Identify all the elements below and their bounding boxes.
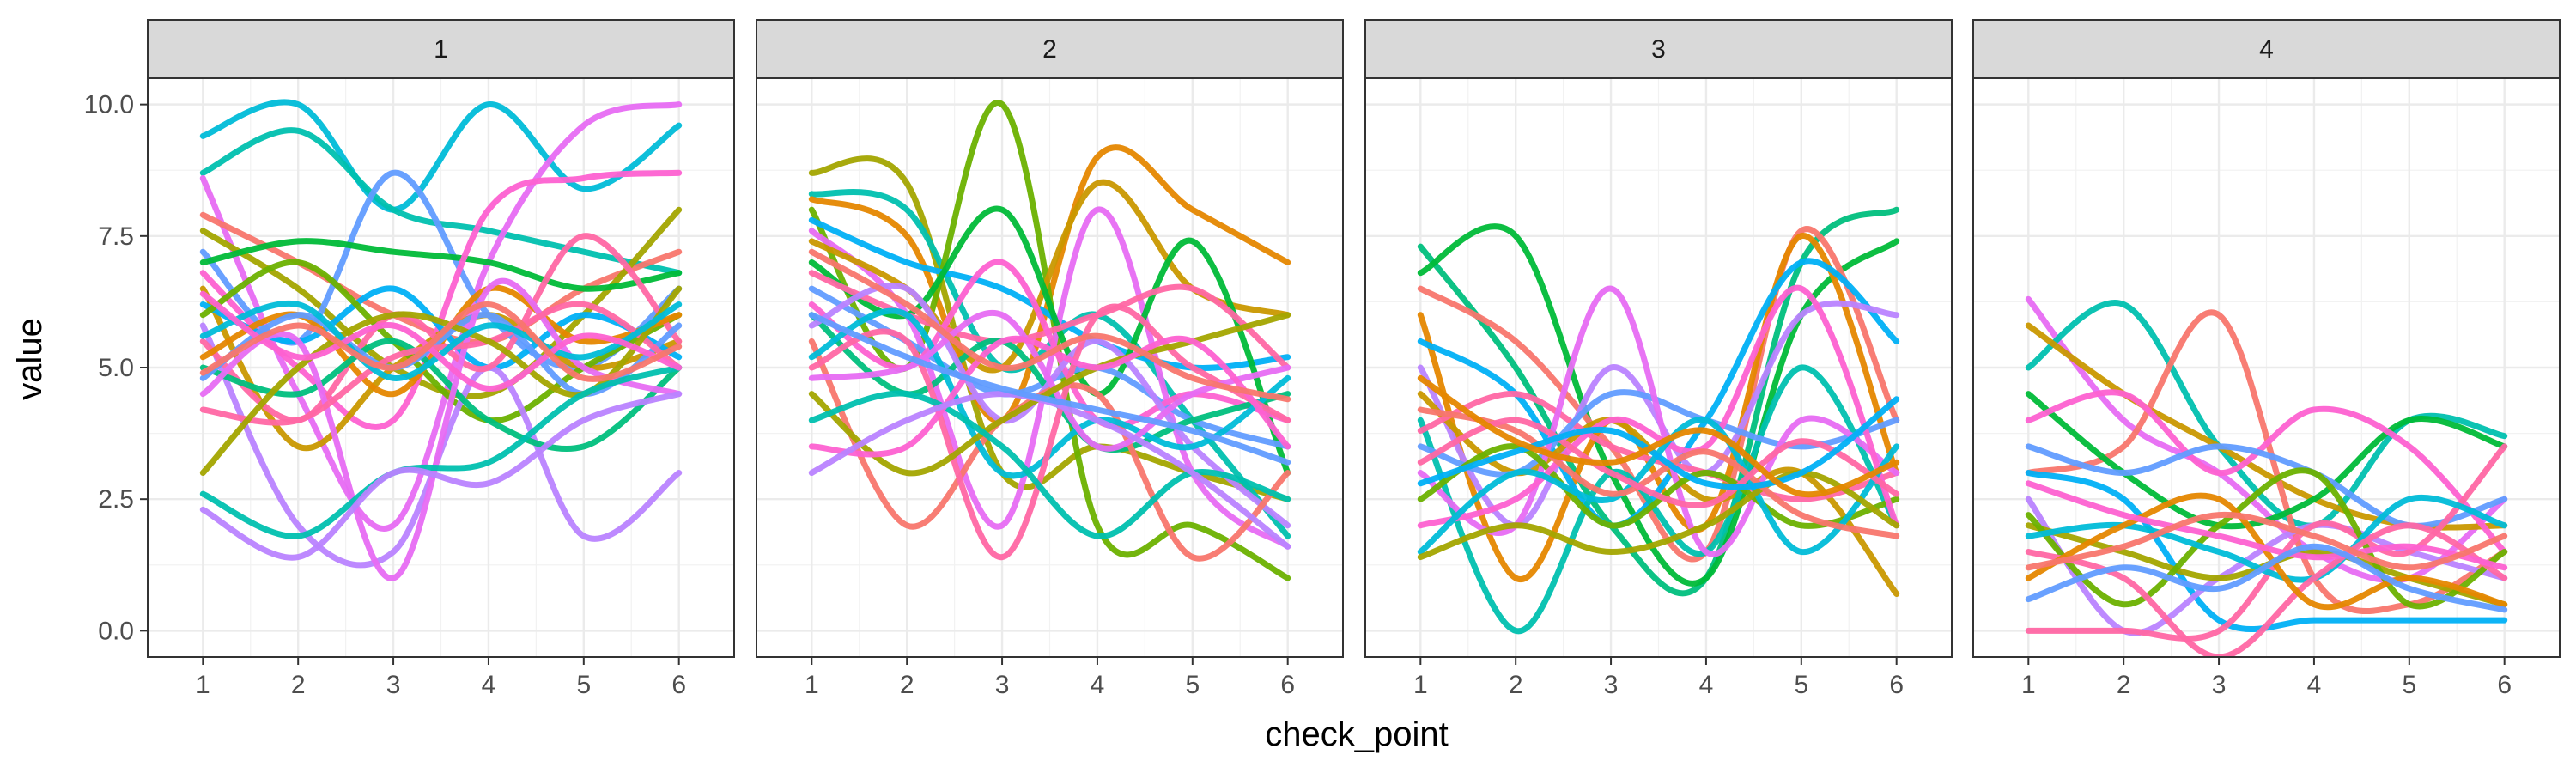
x-tick-label: 3: [1604, 671, 1619, 699]
x-tick-label: 5: [576, 671, 591, 699]
grid-lines: [1973, 78, 2560, 657]
facet-panel-3: 3 1 2 3 4 5 6: [1364, 19, 1953, 699]
x-tick-label: 1: [805, 671, 819, 699]
series-line-12: [2025, 467, 2508, 610]
x-tick-label: 1: [196, 671, 210, 699]
series-line-3: [1417, 226, 1900, 563]
x-axis-title: check_point: [1265, 715, 1448, 753]
series-line-19: [1417, 374, 1900, 498]
series-line-10: [199, 285, 683, 371]
series-line-8: [2025, 470, 2508, 633]
x-tick-label: 6: [1889, 671, 1904, 699]
y-axis-title: value: [11, 318, 49, 400]
series-line-11: [199, 259, 683, 424]
series-line-10: [1417, 389, 1900, 478]
facet-strip-label: 4: [2259, 35, 2274, 64]
y-tick-label: 10.0: [84, 91, 134, 119]
x-tick-label: 1: [2021, 671, 2036, 699]
series-line-23: [199, 290, 683, 393]
series-line-5: [808, 216, 1291, 371]
y-tick-label: 7.5: [98, 222, 134, 251]
facet-panel-1: 1 1 2 3 4 5 6 0.0 2.5 5.0 7.5 10.0: [84, 19, 735, 699]
y-tick-label: 5.0: [98, 354, 134, 382]
series-line-19: [808, 390, 1291, 539]
panel-border: [756, 77, 1344, 658]
series-line-20: [199, 364, 683, 539]
series-line-18: [1417, 396, 1900, 490]
series-line-15: [808, 307, 1291, 479]
panel-border: [1972, 77, 2561, 658]
x-axis-ticks: 1 2 3 4 5 6: [1413, 657, 1904, 699]
x-tick-label: 4: [1091, 671, 1105, 699]
x-tick-label: 2: [1509, 671, 1523, 699]
series-lines: [2025, 295, 2508, 657]
x-tick-label: 2: [900, 671, 914, 699]
series-line-15: [1417, 470, 1900, 561]
series-line-16: [199, 312, 683, 398]
series-line-23: [808, 248, 1291, 403]
x-tick-label: 3: [386, 671, 401, 699]
facet-strip: [756, 19, 1344, 79]
series-line-17: [2025, 511, 2508, 571]
series-line-18: [2025, 543, 2508, 613]
series-lines: [808, 100, 1291, 581]
facet-panel-2: 2 1 2 3 4 5 6: [756, 19, 1344, 699]
series-line-1: [199, 99, 683, 213]
x-tick-label: 5: [1794, 671, 1808, 699]
series-line-17: [808, 310, 1291, 452]
series-line-12: [1417, 443, 1900, 529]
x-axis-ticks: 1 2 3 4 5 6: [196, 657, 686, 699]
x-tick-label: 2: [2117, 671, 2131, 699]
y-tick-label: 2.5: [98, 485, 134, 514]
series-line-6: [2025, 389, 2508, 555]
series-line-15: [199, 338, 683, 453]
x-tick-label: 5: [1185, 671, 1200, 699]
series-lines: [199, 99, 683, 581]
x-axis-ticks: 1 2 3 4 5 6: [805, 657, 1295, 699]
x-tick-label: 6: [2497, 671, 2512, 699]
x-tick-label: 5: [2402, 671, 2416, 699]
x-tick-label: 2: [291, 671, 306, 699]
x-axis-ticks: 1 2 3 4 5 6: [2021, 657, 2512, 699]
y-axis-ticks: 0.0 2.5 5.0 7.5 10.0: [84, 91, 148, 645]
facet-strip: [1364, 19, 1953, 79]
y-tick-label: 0.0: [98, 617, 134, 645]
x-tick-label: 6: [1280, 671, 1295, 699]
facet-strip-label: 1: [434, 35, 448, 64]
facet-strip: [147, 19, 735, 79]
facet-strip-label: 3: [1651, 35, 1666, 64]
facet-strip: [1972, 19, 2561, 79]
x-tick-label: 1: [1413, 671, 1428, 699]
x-tick-label: 3: [995, 671, 1010, 699]
x-tick-label: 4: [482, 671, 496, 699]
facet-panel-4: 4 1 2 3 4 5 6: [1972, 19, 2561, 699]
series-line-16: [808, 303, 1291, 561]
series-line-2: [199, 127, 683, 277]
series-line-7: [199, 238, 683, 292]
series-line-24: [199, 301, 683, 382]
series-line-16: [2025, 480, 2508, 571]
x-tick-label: 4: [1699, 671, 1714, 699]
series-line-17: [1417, 417, 1900, 508]
x-tick-label: 4: [2307, 671, 2322, 699]
series-line-17: [199, 277, 683, 581]
series-line-12: [808, 312, 1291, 453]
series-line-3: [199, 101, 683, 532]
series-line-22: [808, 312, 1291, 466]
series-line-21: [199, 391, 683, 561]
facet-strip-label: 2: [1042, 35, 1057, 64]
x-tick-label: 6: [671, 671, 686, 699]
series-lines: [1417, 206, 1900, 634]
series-line-1: [2025, 295, 2508, 584]
series-line-14: [2025, 522, 2508, 657]
x-tick-label: 3: [2212, 671, 2227, 699]
series-line-16: [1417, 406, 1900, 539]
series-line-8: [1417, 364, 1900, 634]
panel-border: [1364, 77, 1953, 658]
series-line-9: [1417, 391, 1900, 502]
